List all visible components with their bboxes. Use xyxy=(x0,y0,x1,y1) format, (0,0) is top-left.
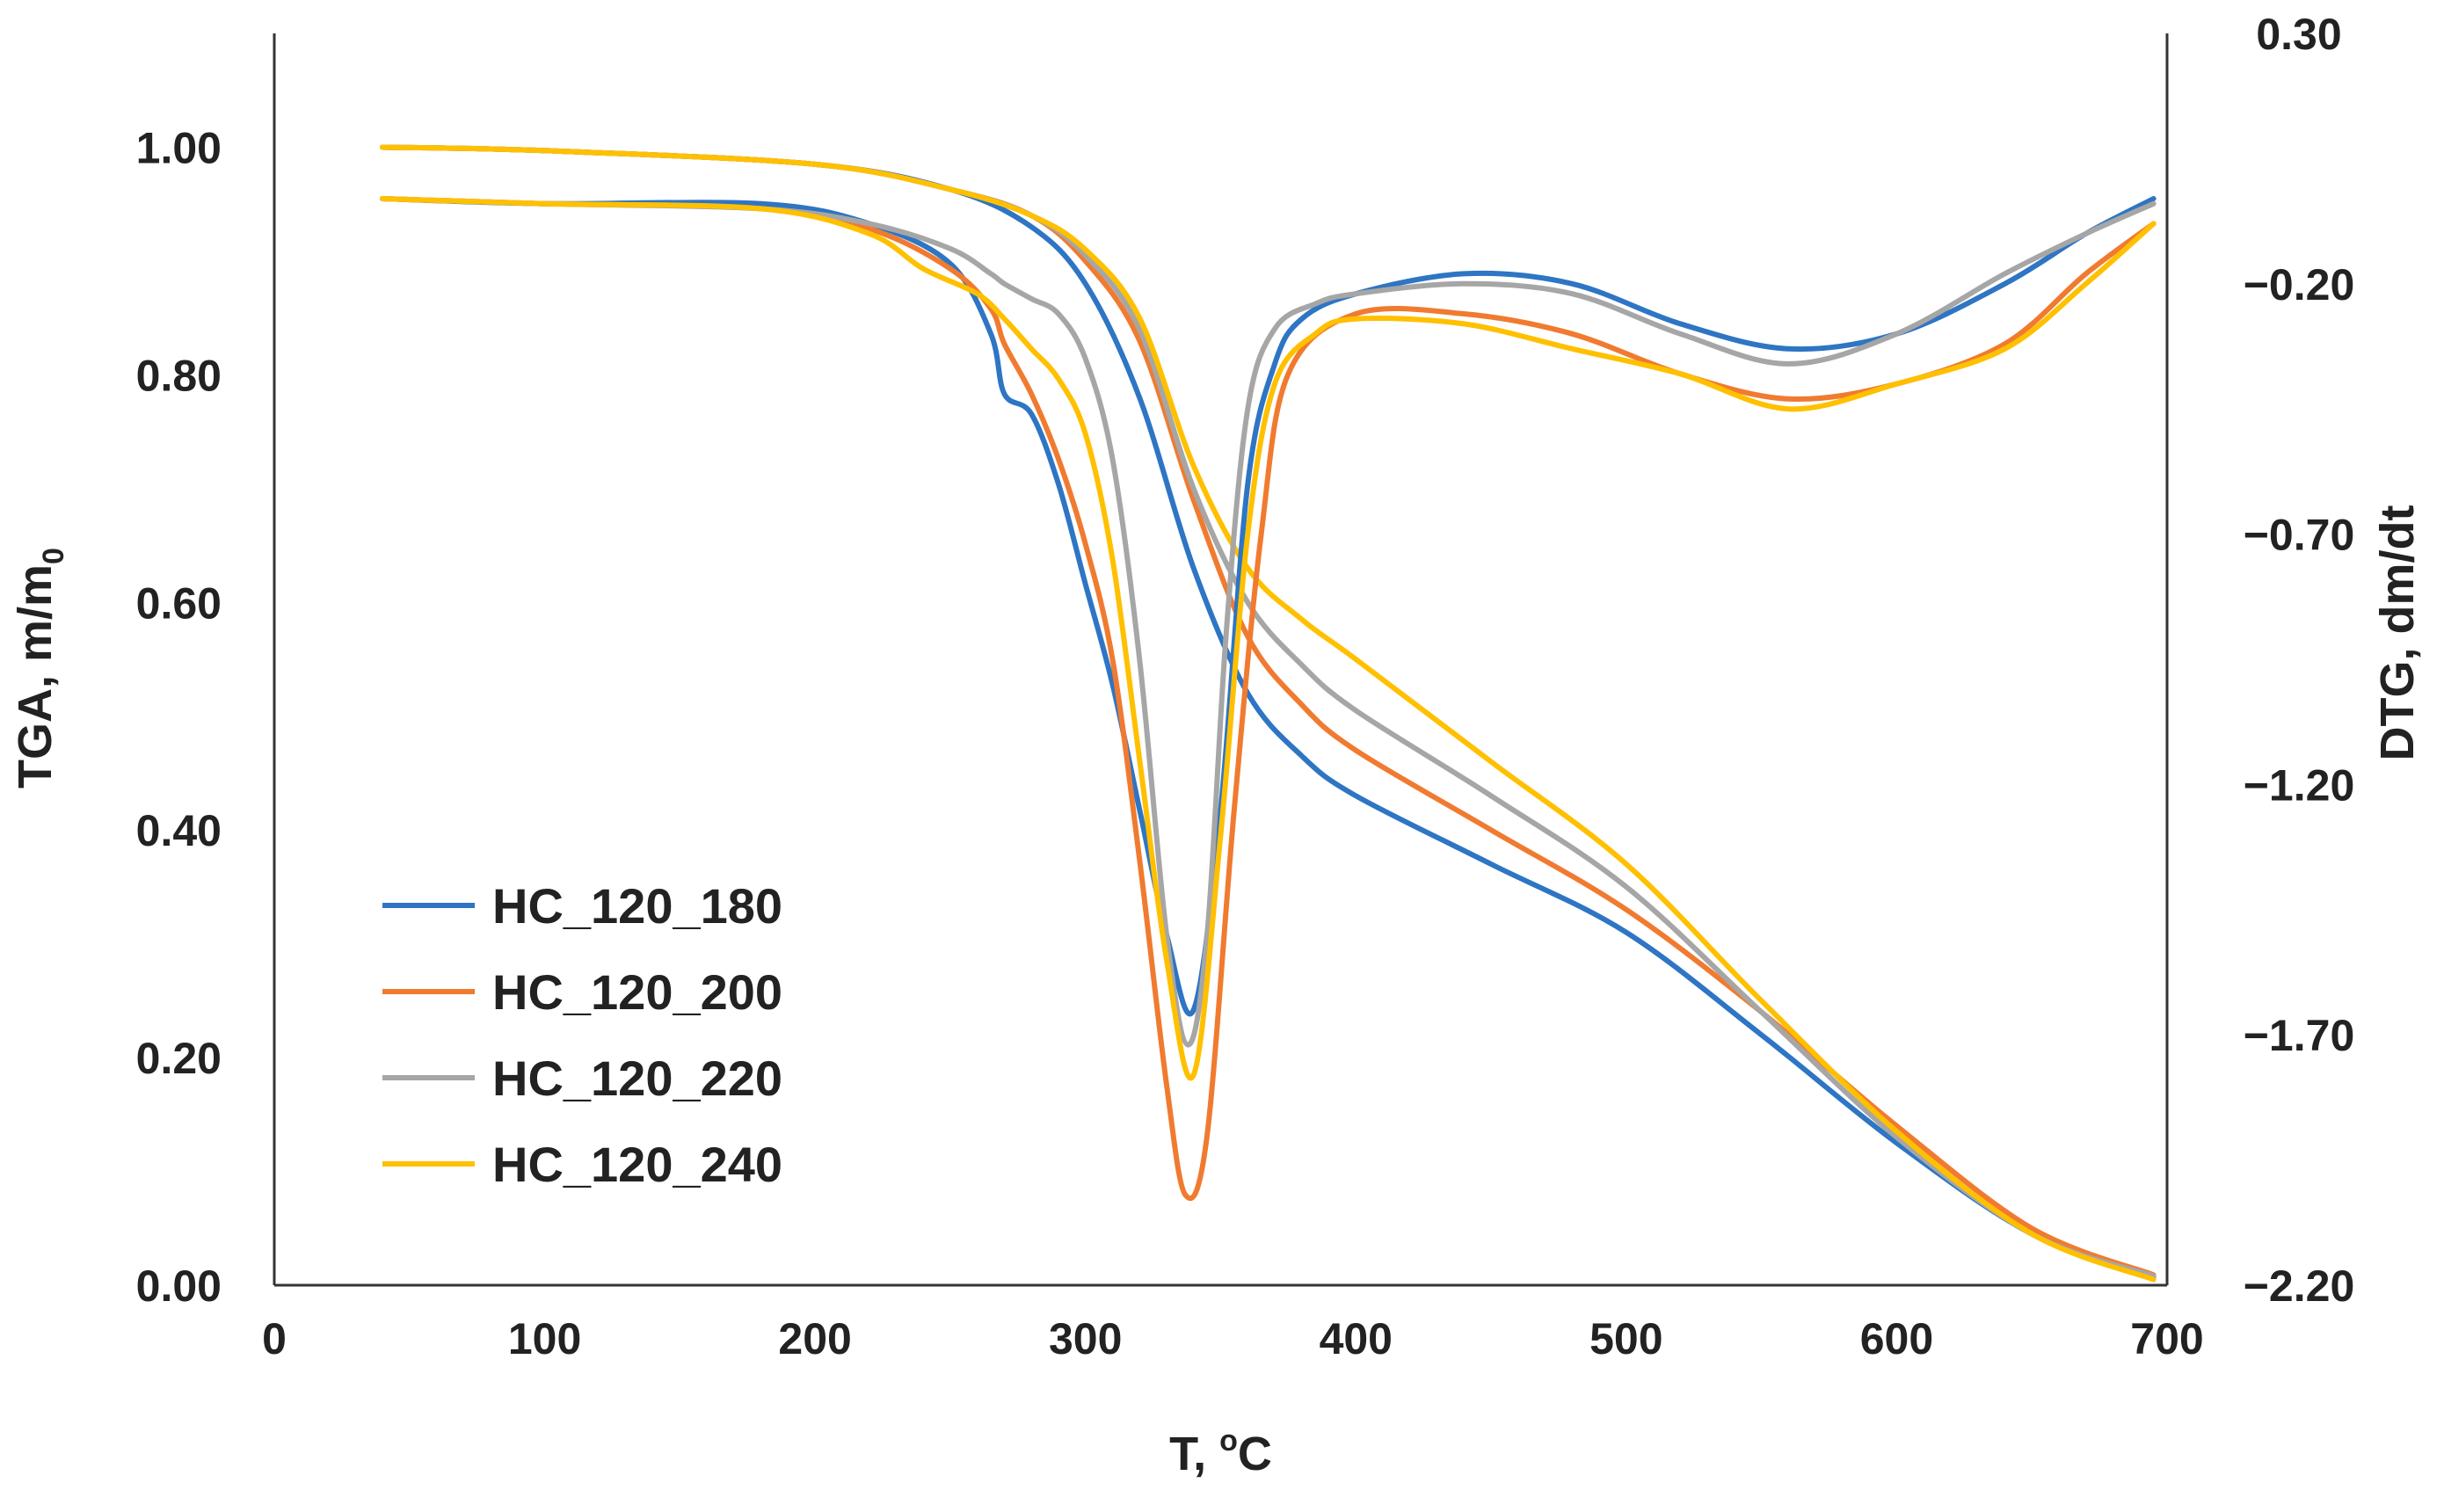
y2-tick-labels: −2.20 −1.70 −1.20 −0.70 −0.20 0.30 xyxy=(2244,10,2355,1311)
y-tick-label: 0.00 xyxy=(136,1261,222,1311)
y-axis-title: TGA, m/m0 xyxy=(9,548,70,789)
x-tick-labels: 0 100 200 300 400 500 600 700 xyxy=(262,1314,2204,1363)
axes xyxy=(273,33,2169,1287)
series-line-tga-hc-120-240 xyxy=(380,144,2157,1283)
plot-lines xyxy=(380,144,2157,1283)
x-axis-title-sup: o xyxy=(1219,1424,1238,1457)
y2-tick-label: −0.70 xyxy=(2244,511,2355,560)
x-tick-label: 300 xyxy=(1049,1314,1122,1363)
legend-label: HC_120_180 xyxy=(492,878,782,934)
x-tick-label: 500 xyxy=(1589,1314,1662,1363)
y-tick-label: 1.00 xyxy=(136,123,222,172)
series-line-dtg-hc-120-220 xyxy=(380,196,2157,1048)
legend: HC_120_180 HC_120_200 HC_120_220 HC_120_240 xyxy=(382,878,782,1192)
x-axis-title: T, oC xyxy=(1169,1424,1272,1480)
y-axis-title-sub: 0 xyxy=(37,548,70,564)
legend-label: HC_120_200 xyxy=(492,964,782,1020)
x-axis-title-main: T, xyxy=(1169,1428,1219,1480)
y2-tick-label: −1.70 xyxy=(2244,1011,2355,1060)
y2-tick-label: 0.30 xyxy=(2256,10,2341,59)
y-tick-label: 0.20 xyxy=(136,1034,222,1083)
x-tick-label: 700 xyxy=(2130,1314,2203,1363)
x-tick-label: 600 xyxy=(1860,1314,1933,1363)
y-tick-label: 0.40 xyxy=(136,806,222,855)
y-tick-label: 0.80 xyxy=(136,351,222,400)
y2-tick-label: −2.20 xyxy=(2244,1261,2355,1311)
x-tick-label: 0 xyxy=(262,1314,287,1363)
y2-tick-label: −0.20 xyxy=(2244,260,2355,309)
x-tick-label: 100 xyxy=(508,1314,581,1363)
y-axis-title-main: TGA, m/m xyxy=(9,564,62,789)
y-tick-label: 0.60 xyxy=(136,578,222,628)
y-tick-labels: 0.00 0.20 0.40 0.60 0.80 1.00 xyxy=(136,123,222,1311)
y2-tick-label: −1.20 xyxy=(2244,760,2355,810)
legend-label: HC_120_240 xyxy=(492,1137,782,1192)
x-tick-label: 200 xyxy=(778,1314,851,1363)
x-tick-label: 400 xyxy=(1320,1314,1393,1363)
series-line-dtg-hc-120-240 xyxy=(380,196,2157,1081)
x-axis-title-unit: C xyxy=(1238,1428,1272,1480)
y2-axis-title: DTG, dm/dt xyxy=(2371,505,2424,761)
legend-label: HC_120_220 xyxy=(492,1050,782,1106)
